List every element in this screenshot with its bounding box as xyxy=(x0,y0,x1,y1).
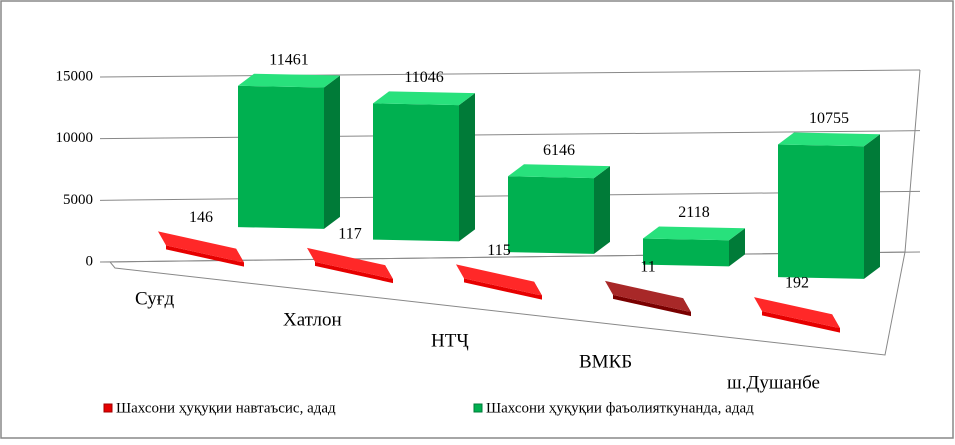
value-label: 10755 xyxy=(809,110,849,127)
bar-front xyxy=(315,261,393,284)
bar-top xyxy=(238,73,340,88)
bar-front xyxy=(464,278,542,300)
bar-top xyxy=(643,226,745,241)
bar xyxy=(754,297,840,333)
bar-front xyxy=(508,176,594,254)
bar xyxy=(605,280,691,317)
bar-front xyxy=(643,238,729,267)
grid-line xyxy=(99,130,921,140)
bar-side xyxy=(594,166,610,254)
bar-top xyxy=(508,164,610,179)
value-label: 117 xyxy=(338,226,361,243)
x-tick-label: ВМКБ xyxy=(579,351,632,372)
back-wall-edge xyxy=(904,69,921,253)
y-tick-label: 15000 xyxy=(56,68,94,84)
bar-top xyxy=(605,280,691,313)
legend-swatch xyxy=(103,403,113,413)
legend-label: Шахсони ҳуқуқии навтаъсис, адад xyxy=(116,400,336,416)
value-label: 2118 xyxy=(678,204,709,221)
y-tick-label: 10000 xyxy=(56,130,94,146)
x-tick-label: Хатлон xyxy=(283,309,342,330)
bar-front xyxy=(238,85,324,229)
bar xyxy=(643,226,745,267)
bar-top xyxy=(373,91,475,106)
x-tick-label: Суғд xyxy=(135,288,174,309)
bar xyxy=(238,73,340,229)
x-tick-label: ш.Душанбе xyxy=(727,372,820,393)
y-tick-label: 5000 xyxy=(63,192,93,208)
bar xyxy=(456,264,542,300)
bar-side xyxy=(864,134,880,279)
bar xyxy=(307,247,393,284)
bar-top xyxy=(158,231,244,263)
value-label: 192 xyxy=(785,275,809,292)
bar-front xyxy=(613,294,691,317)
value-label: 11461 xyxy=(269,51,308,68)
grid-line xyxy=(99,69,921,78)
bar-top xyxy=(456,264,542,296)
legend-label: Шахсони ҳуқуқии фаъолияткунанда, адад xyxy=(486,400,754,416)
bar-front xyxy=(166,245,244,267)
bar-front xyxy=(762,311,840,333)
bar-front xyxy=(373,103,459,242)
bar-front xyxy=(778,144,864,279)
value-label: 11 xyxy=(640,259,655,276)
bar-side xyxy=(324,75,340,229)
value-label: 11046 xyxy=(404,69,443,86)
value-label: 6146 xyxy=(543,142,575,159)
bar-side xyxy=(459,93,475,242)
value-label: 146 xyxy=(189,209,213,226)
bar-top xyxy=(754,297,840,329)
bar xyxy=(508,164,610,254)
bar xyxy=(778,132,880,279)
legend-swatch xyxy=(473,403,483,413)
y-tick-label: 0 xyxy=(86,253,94,269)
x-tick-label: НТҶ xyxy=(431,330,469,351)
bar xyxy=(373,91,475,242)
bar-top xyxy=(778,132,880,147)
value-label: 115 xyxy=(487,242,510,259)
bar xyxy=(158,231,244,267)
bar-side xyxy=(729,228,745,267)
bar-top xyxy=(307,247,393,280)
